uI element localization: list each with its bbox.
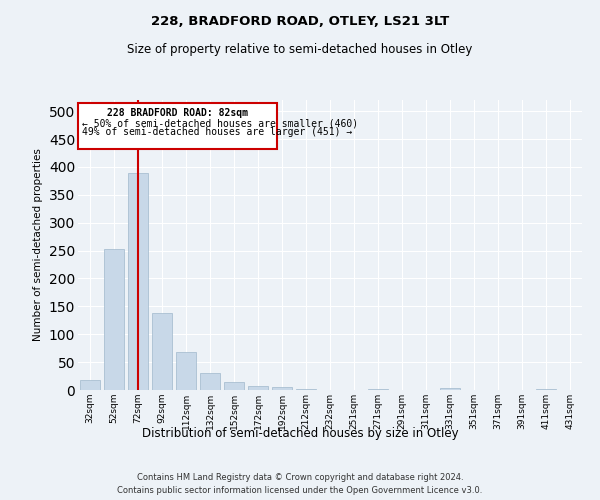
Bar	[200, 374, 220, 390]
Bar	[440, 388, 460, 390]
Bar	[152, 313, 172, 390]
Text: Distribution of semi-detached houses by size in Otley: Distribution of semi-detached houses by …	[142, 428, 458, 440]
Bar	[536, 389, 556, 390]
Bar	[80, 380, 100, 390]
Bar	[128, 172, 148, 390]
Text: Contains public sector information licensed under the Open Government Licence v3: Contains public sector information licen…	[118, 486, 482, 495]
Bar	[368, 389, 388, 390]
Y-axis label: Number of semi-detached properties: Number of semi-detached properties	[33, 148, 43, 342]
FancyBboxPatch shape	[79, 103, 277, 149]
Text: Contains HM Land Registry data © Crown copyright and database right 2024.: Contains HM Land Registry data © Crown c…	[137, 472, 463, 482]
Text: 228 BRADFORD ROAD: 82sqm: 228 BRADFORD ROAD: 82sqm	[107, 108, 248, 118]
Bar	[104, 250, 124, 390]
Bar	[296, 389, 316, 390]
Bar	[272, 386, 292, 390]
Text: 49% of semi-detached houses are larger (451) →: 49% of semi-detached houses are larger (…	[82, 128, 352, 138]
Bar	[176, 352, 196, 390]
Text: 228, BRADFORD ROAD, OTLEY, LS21 3LT: 228, BRADFORD ROAD, OTLEY, LS21 3LT	[151, 15, 449, 28]
Text: ← 50% of semi-detached houses are smaller (460): ← 50% of semi-detached houses are smalle…	[82, 118, 358, 128]
Bar	[224, 382, 244, 390]
Text: Size of property relative to semi-detached houses in Otley: Size of property relative to semi-detach…	[127, 42, 473, 56]
Bar	[248, 386, 268, 390]
